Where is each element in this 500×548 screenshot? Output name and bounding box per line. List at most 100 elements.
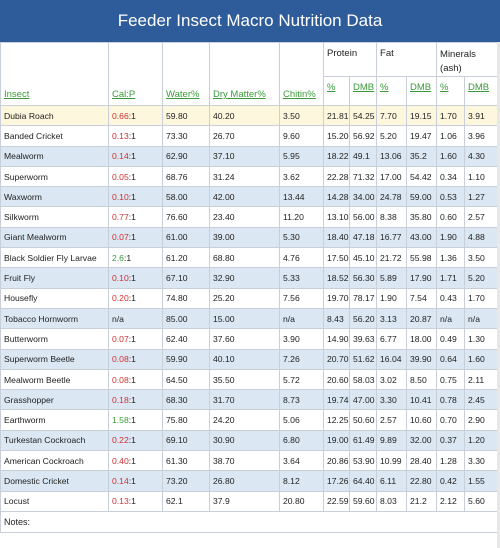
table-cell-insect: Black Soldier Fly Larvae bbox=[0, 247, 109, 269]
cal-ratio-value: 0.10 bbox=[112, 191, 129, 202]
table-row: Fruit Fly 0.10:1 67.10 32.90 5.33 18.52 56.30 5… bbox=[0, 267, 500, 289]
scrollbar[interactable] bbox=[497, 42, 500, 548]
table-cell-water: 62.90 bbox=[162, 145, 210, 167]
table-cell-water: 62.1 bbox=[162, 490, 210, 512]
table-row: Tobacco Hornworm n/a 85.00 15.00 n/a 8.43 56.2… bbox=[0, 307, 500, 330]
table-cell-md: 1.55 bbox=[464, 470, 500, 492]
table-row: Locust 0.13:1 62.1 37.9 20.80 22.59 59.60 8.03 2… bbox=[0, 490, 500, 512]
col-header-dry-matter[interactable]: Dry Matter% bbox=[209, 42, 280, 106]
table-cell-water: 61.30 bbox=[162, 450, 210, 472]
table-cell-dry: 23.40 bbox=[209, 206, 280, 228]
table-row: Giant Mealworm 0.07:1 61.00 39.00 5.30 18.40 4… bbox=[0, 226, 500, 249]
cal-ratio-value: 2.6 bbox=[112, 252, 124, 263]
table-cell-pd: 54.25 bbox=[348, 104, 378, 127]
cal-ratio-suffix: :1 bbox=[128, 354, 136, 365]
table-cell-m: 1.06 bbox=[436, 125, 466, 147]
table-cell-fd: 19.15 bbox=[406, 104, 438, 127]
table-cell-chitin: 8.12 bbox=[279, 470, 324, 492]
table-cell-f: 2.57 bbox=[376, 409, 408, 431]
table-cell-pd: 34.00 bbox=[348, 186, 378, 208]
table-cell-insect: Superworm Beetle bbox=[0, 348, 109, 370]
table-cell-insect: American Cockroach bbox=[0, 450, 109, 472]
table-cell-fd: 10.60 bbox=[406, 409, 438, 431]
table-cell-cal: 0.05:1 bbox=[108, 165, 163, 188]
col-header-chitin[interactable]: Chitin% bbox=[279, 42, 324, 106]
table-cell-m: 1.90 bbox=[436, 226, 466, 249]
table-cell-dry: 35.50 bbox=[209, 368, 280, 391]
table-cell-cal: 0.13:1 bbox=[108, 490, 163, 512]
col-header-protein-pct[interactable]: % bbox=[323, 76, 350, 106]
page-title: Feeder Insect Macro Nutrition Data bbox=[0, 0, 500, 42]
table-cell-fd: 17.90 bbox=[406, 267, 438, 289]
table-cell-water: 68.30 bbox=[162, 389, 210, 411]
table-cell-chitin: 13.44 bbox=[279, 186, 324, 208]
cal-ratio-value: 1.58 bbox=[112, 415, 129, 426]
table-cell-md: 1.27 bbox=[464, 186, 500, 208]
col-header-water[interactable]: Water% bbox=[162, 42, 210, 106]
table-row: Grasshopper 0.18:1 68.30 31.70 8.73 19.74 47.0… bbox=[0, 389, 500, 411]
table-row: Domestic Cricket 0.14:1 73.20 26.80 8.12 17.2… bbox=[0, 470, 500, 492]
table-cell-md: 2.90 bbox=[464, 409, 500, 431]
table-cell-water: 74.80 bbox=[162, 287, 210, 309]
table-cell-insect: Locust bbox=[0, 490, 109, 512]
cal-ratio-suffix: :1 bbox=[128, 212, 136, 223]
table-cell-f: 5.20 bbox=[376, 125, 408, 147]
table-cell-fd: 21.2 bbox=[406, 490, 438, 512]
table-cell-m: n/a bbox=[436, 307, 466, 330]
table-cell-dry: 40.10 bbox=[209, 348, 280, 370]
table-row: Banded Cricket 0.13:1 73.30 26.70 9.60 15.20 5… bbox=[0, 125, 500, 147]
col-header-minerals-dmb[interactable]: DMB bbox=[464, 76, 500, 106]
table-cell-m: 1.71 bbox=[436, 267, 466, 289]
cal-ratio-value: 0.08 bbox=[112, 354, 129, 365]
table-cell-chitin: n/a bbox=[279, 307, 324, 330]
table-cell-p: 20.70 bbox=[323, 348, 350, 370]
table-cell-f: 9.89 bbox=[376, 429, 408, 452]
table-cell-water: 73.20 bbox=[162, 470, 210, 492]
table-cell-chitin: 3.50 bbox=[279, 104, 324, 127]
table-cell-m: 0.42 bbox=[436, 470, 466, 492]
cal-ratio-suffix: :1 bbox=[128, 394, 136, 405]
col-header-protein-dmb[interactable]: DMB bbox=[348, 76, 378, 106]
table-cell-fd: 18.00 bbox=[406, 328, 438, 350]
col-group-fat: Fat bbox=[376, 42, 438, 77]
notes-cell: Notes: bbox=[0, 510, 500, 533]
table-cell-f: 1.90 bbox=[376, 287, 408, 309]
col-header-insect[interactable]: Insect bbox=[0, 42, 109, 106]
table-cell-cal: n/a bbox=[108, 307, 163, 330]
table-cell-fd: 20.87 bbox=[406, 307, 438, 330]
table-cell-p: 17.26 bbox=[323, 470, 350, 492]
table-cell-p: 18.52 bbox=[323, 267, 350, 289]
table-cell-fd: 19.47 bbox=[406, 125, 438, 147]
cal-ratio-value: 0.40 bbox=[112, 455, 129, 466]
table-cell-md: 1.60 bbox=[464, 348, 500, 370]
table-cell-pd: 56.00 bbox=[348, 206, 378, 228]
table-cell-f: 21.72 bbox=[376, 247, 408, 269]
table-cell-chitin: 3.90 bbox=[279, 328, 324, 350]
table-cell-water: 76.60 bbox=[162, 206, 210, 228]
table-cell-f: 17.00 bbox=[376, 165, 408, 188]
table-cell-m: 1.28 bbox=[436, 450, 466, 472]
table-cell-dry: 26.80 bbox=[209, 470, 280, 492]
cal-ratio-value: 0.13 bbox=[112, 130, 129, 141]
table-cell-water: 85.00 bbox=[162, 307, 210, 330]
col-header-minerals-pct[interactable]: % bbox=[436, 76, 466, 106]
table-cell-m: 0.70 bbox=[436, 409, 466, 431]
col-header-fat-dmb[interactable]: DMB bbox=[406, 76, 438, 106]
table-cell-pd: 61.49 bbox=[348, 429, 378, 452]
table-cell-chitin: 3.62 bbox=[279, 165, 324, 188]
table-cell-p: 17.50 bbox=[323, 247, 350, 269]
table-cell-dry: 31.24 bbox=[209, 165, 280, 188]
col-header-fat-pct[interactable]: % bbox=[376, 76, 408, 106]
col-header-calp[interactable]: Cal:P bbox=[108, 42, 163, 106]
table-row: Silkworm 0.77:1 76.60 23.40 11.20 13.10 56.00 8… bbox=[0, 206, 500, 228]
table-cell-cal: 0.08:1 bbox=[108, 348, 163, 370]
table-cell-insect: Tobacco Hornworm bbox=[0, 307, 109, 330]
table-cell-insect: Mealworm Beetle bbox=[0, 368, 109, 391]
cal-ratio-suffix: :1 bbox=[128, 110, 136, 121]
table-cell-cal: 0.22:1 bbox=[108, 429, 163, 452]
table-cell-cal: 2.6:1 bbox=[108, 247, 163, 269]
table-cell-water: 73.30 bbox=[162, 125, 210, 147]
table-cell-chitin: 11.20 bbox=[279, 206, 324, 228]
table-cell-dry: 38.70 bbox=[209, 450, 280, 472]
